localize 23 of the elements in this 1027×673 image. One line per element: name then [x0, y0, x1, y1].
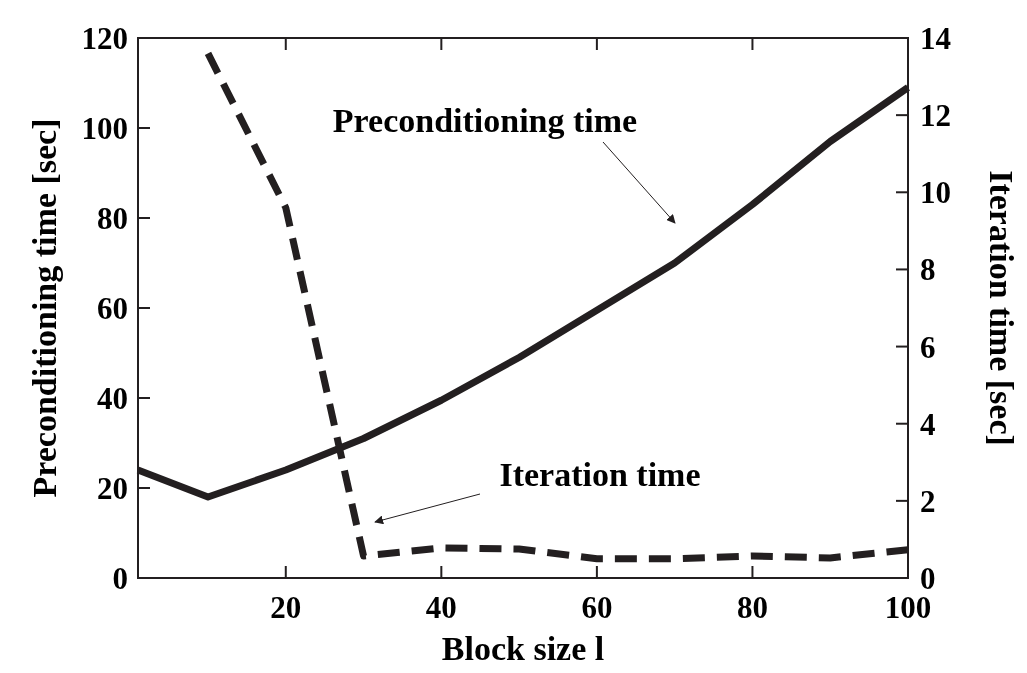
annotation: Preconditioning time [332, 102, 638, 139]
x-tick-label: 40 [425, 590, 457, 625]
y2-tick-label: 2 [920, 483, 936, 519]
y2-tick-label: 4 [920, 406, 936, 442]
y-tick-label: 100 [81, 111, 128, 146]
y2-tick-label: 12 [920, 98, 951, 134]
annotation: Iteration time [499, 456, 701, 493]
y-tick-label: 0 [112, 561, 128, 596]
y-tick-label: 20 [97, 471, 128, 506]
x-axis-title: Block size l [441, 630, 605, 667]
y2-tick-label: 14 [920, 21, 951, 56]
x-tick-label: 60 [581, 590, 613, 625]
x-tick-label: 20 [270, 590, 302, 625]
y-tick-label: 60 [97, 291, 128, 326]
y2-tick-label: 8 [920, 252, 936, 288]
y-tick-label: 80 [97, 201, 128, 236]
y2-tick-label: 6 [920, 329, 936, 365]
y-axis-title: Preconditioning time [sec] [26, 118, 63, 498]
y-tick-label: 40 [97, 381, 128, 416]
y2-axis-title: Iteration time [sec] [983, 170, 1020, 446]
y-tick-label: 120 [81, 21, 128, 56]
x-tick-label: 80 [736, 590, 768, 625]
y2-tick-label: 10 [920, 175, 951, 211]
